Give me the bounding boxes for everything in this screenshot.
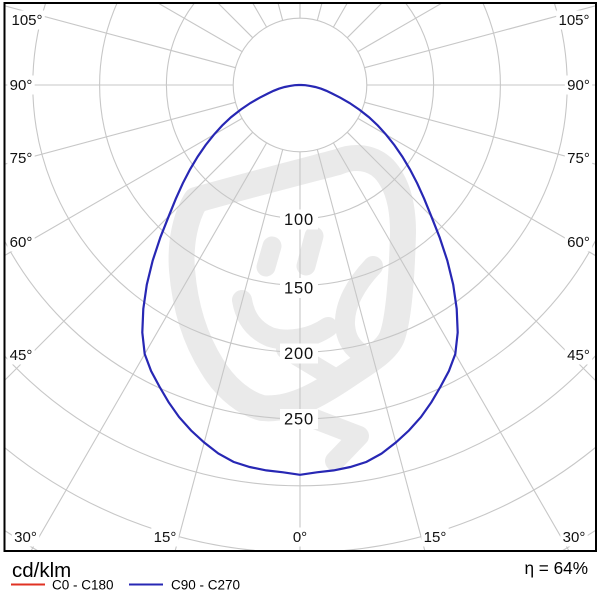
svg-text:cd/klm: cd/klm xyxy=(12,559,71,582)
svg-text:60°: 60° xyxy=(10,234,33,251)
svg-text:105°: 105° xyxy=(558,12,589,29)
svg-text:45°: 45° xyxy=(10,347,33,364)
svg-text:75°: 75° xyxy=(10,150,33,167)
svg-text:100: 100 xyxy=(284,211,314,229)
svg-text:60°: 60° xyxy=(567,234,590,251)
svg-text:75°: 75° xyxy=(567,150,590,167)
svg-text:15°: 15° xyxy=(424,529,447,546)
svg-text:90°: 90° xyxy=(10,77,33,94)
svg-text:0°: 0° xyxy=(293,529,307,546)
svg-text:105°: 105° xyxy=(11,12,42,29)
svg-text:C0 - C180: C0 - C180 xyxy=(52,578,114,593)
svg-text:45°: 45° xyxy=(567,347,590,364)
svg-text:150: 150 xyxy=(284,279,314,297)
svg-text:η = 64%: η = 64% xyxy=(524,558,588,578)
svg-text:30°: 30° xyxy=(14,529,37,546)
svg-text:C90 - C270: C90 - C270 xyxy=(171,578,240,593)
svg-text:200: 200 xyxy=(284,345,314,363)
svg-text:250: 250 xyxy=(284,410,314,428)
svg-text:30°: 30° xyxy=(563,529,586,546)
svg-text:15°: 15° xyxy=(154,529,177,546)
svg-text:90°: 90° xyxy=(567,77,590,94)
